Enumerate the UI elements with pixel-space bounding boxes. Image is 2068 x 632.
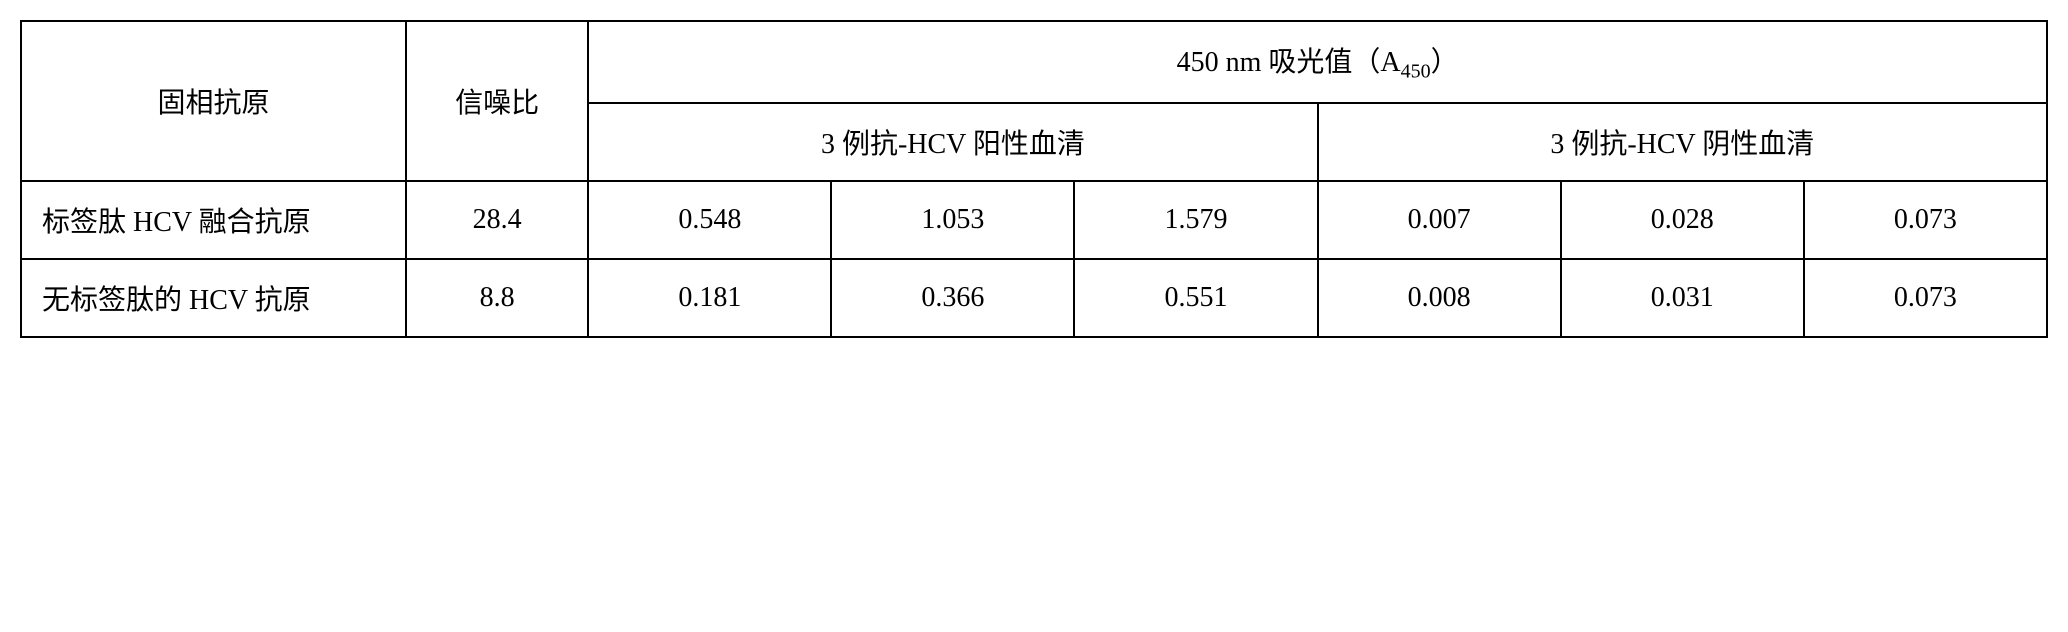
- cell-antigen: 无标签肽的 HCV 抗原: [21, 259, 406, 337]
- hcv-data-table: 固相抗原 信噪比 450 nm 吸光值（A450） 3 例抗-HCV 阳性血清 …: [20, 20, 2048, 338]
- cell-neg-0: 0.007: [1318, 181, 1561, 259]
- cell-neg-0: 0.008: [1318, 259, 1561, 337]
- cell-neg-2: 0.073: [1804, 259, 2047, 337]
- header-snr: 信噪比: [406, 21, 588, 181]
- table-row: 标签肽 HCV 融合抗原 28.4 0.548 1.053 1.579 0.00…: [21, 181, 2047, 259]
- a450-prefix: 450 nm 吸光值（A: [1177, 47, 1401, 78]
- header-row-1: 固相抗原 信噪比 450 nm 吸光值（A450）: [21, 21, 2047, 103]
- cell-snr: 28.4: [406, 181, 588, 259]
- a450-suffix: ）: [1431, 47, 1459, 78]
- cell-neg-1: 0.028: [1561, 181, 1804, 259]
- cell-neg-1: 0.031: [1561, 259, 1804, 337]
- cell-neg-2: 0.073: [1804, 181, 2047, 259]
- a450-subscript: 450: [1401, 61, 1431, 83]
- cell-pos-1: 0.366: [831, 259, 1074, 337]
- header-negative: 3 例抗-HCV 阴性血清: [1318, 103, 2047, 181]
- cell-pos-0: 0.548: [588, 181, 831, 259]
- cell-antigen: 标签肽 HCV 融合抗原: [21, 181, 406, 259]
- cell-pos-1: 1.053: [831, 181, 1074, 259]
- table-row: 无标签肽的 HCV 抗原 8.8 0.181 0.366 0.551 0.008…: [21, 259, 2047, 337]
- cell-pos-2: 0.551: [1074, 259, 1317, 337]
- header-positive: 3 例抗-HCV 阳性血清: [588, 103, 1317, 181]
- cell-snr: 8.8: [406, 259, 588, 337]
- cell-pos-0: 0.181: [588, 259, 831, 337]
- header-antigen: 固相抗原: [21, 21, 406, 181]
- header-a450: 450 nm 吸光值（A450）: [588, 21, 2047, 103]
- cell-pos-2: 1.579: [1074, 181, 1317, 259]
